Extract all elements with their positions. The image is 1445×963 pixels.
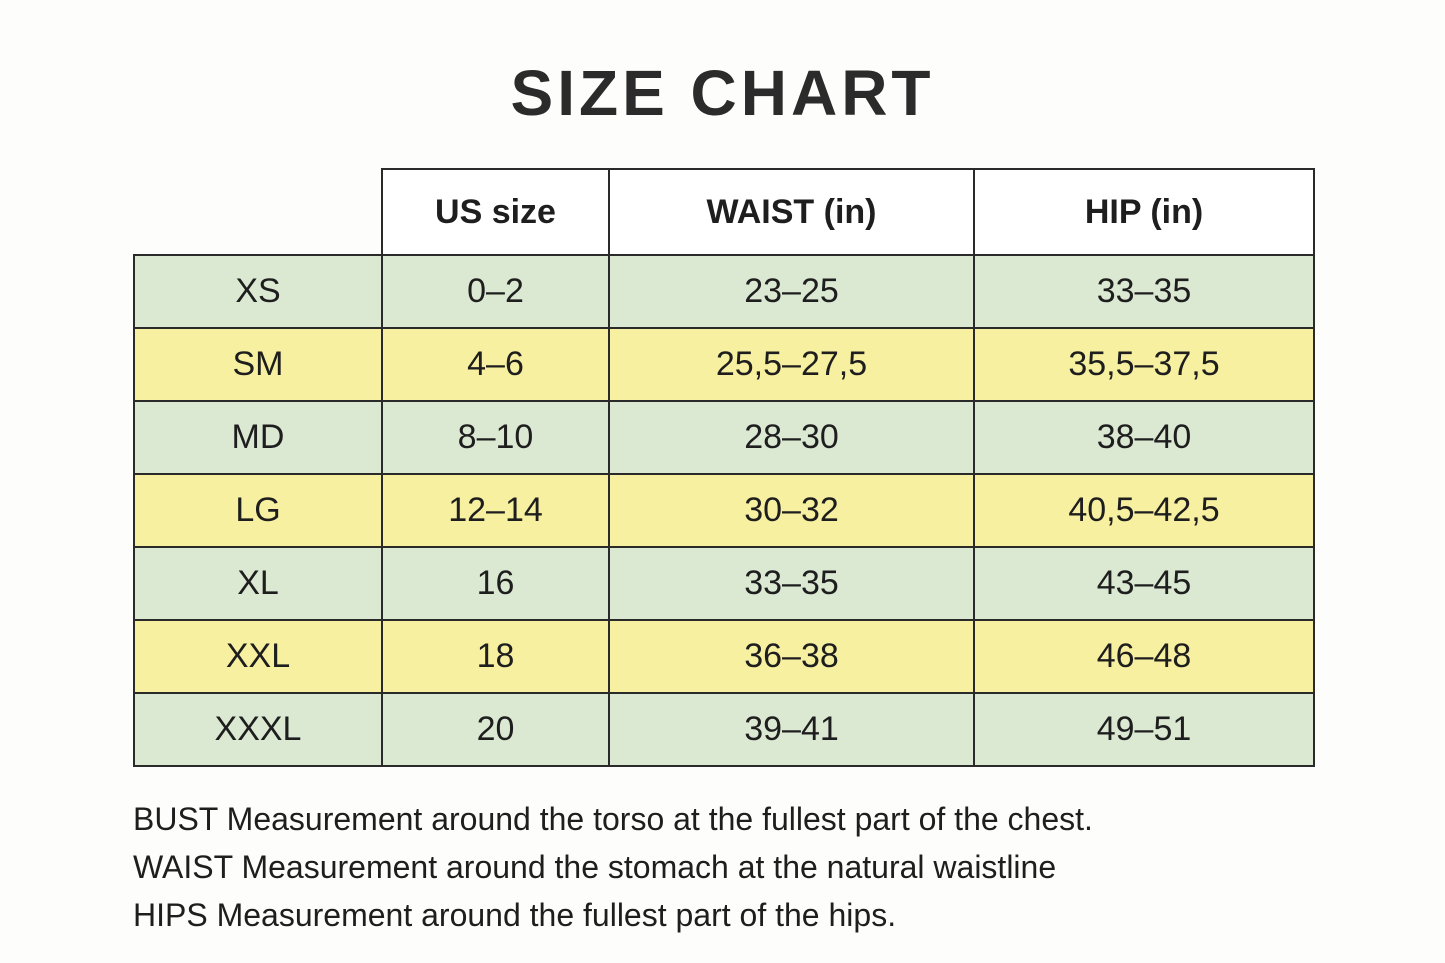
col-header-waist: WAIST (in) xyxy=(608,168,975,257)
table-row-md: MD 8–10 28–30 38–40 xyxy=(133,400,1315,476)
hip-cell: 43–45 xyxy=(973,546,1315,622)
us-size-cell: 8–10 xyxy=(381,400,610,476)
hip-cell: 38–40 xyxy=(973,400,1315,476)
us-size-cell: 12–14 xyxy=(381,473,610,549)
note-hips: HIPS Measurement around the fullest part… xyxy=(133,897,897,934)
waist-cell: 33–35 xyxy=(608,546,975,622)
col-header-us-size: US size xyxy=(381,168,610,257)
hip-cell: 33–35 xyxy=(973,254,1315,330)
note-bust: BUST Measurement around the torso at the… xyxy=(133,801,1093,838)
header-row: US size WAIST (in) HIP (in) xyxy=(134,168,1315,257)
waist-cell: 23–25 xyxy=(608,254,975,330)
us-size-cell: 20 xyxy=(381,692,610,768)
waist-cell: 30–32 xyxy=(608,473,975,549)
hip-cell: 46–48 xyxy=(973,619,1315,695)
hip-cell: 35,5–37,5 xyxy=(973,327,1315,403)
table-row-sm: SM 4–6 25,5–27,5 35,5–37,5 xyxy=(133,327,1315,403)
empty-header-cell xyxy=(134,169,382,255)
waist-cell: 25,5–27,5 xyxy=(608,327,975,403)
measurement-notes: BUST Measurement around the torso at the… xyxy=(133,795,1313,939)
waist-cell: 28–30 xyxy=(608,400,975,476)
table-row-xxxl: XXXL 20 39–41 49–51 xyxy=(133,692,1315,768)
us-size-cell: 4–6 xyxy=(381,327,610,403)
size-label-cell: LG xyxy=(133,473,383,549)
table-row-xxl: XXL 18 36–38 46–48 xyxy=(133,619,1315,695)
hip-cell: 40,5–42,5 xyxy=(973,473,1315,549)
table-row-xs: XS 0–2 23–25 33–35 xyxy=(133,254,1315,330)
size-label-cell: XXXL xyxy=(133,692,383,768)
us-size-cell: 16 xyxy=(381,546,610,622)
size-chart-table: US size WAIST (in) HIP (in) XS 0–2 23–25… xyxy=(133,168,1315,768)
size-label-cell: XXL xyxy=(133,619,383,695)
us-size-cell: 0–2 xyxy=(381,254,610,330)
us-size-cell: 18 xyxy=(381,619,610,695)
size-label-cell: SM xyxy=(133,327,383,403)
note-waist: WAIST Measurement around the stomach at … xyxy=(133,849,1057,886)
table-row-lg: LG 12–14 30–32 40,5–42,5 xyxy=(133,473,1315,549)
page-title: SIZE CHART xyxy=(510,57,935,129)
hip-cell: 49–51 xyxy=(973,692,1315,768)
size-label-cell: XL xyxy=(133,546,383,622)
table-row-xl: XL 16 33–35 43–45 xyxy=(133,546,1315,622)
waist-cell: 39–41 xyxy=(608,692,975,768)
size-label-cell: XS xyxy=(133,254,383,330)
size-label-cell: MD xyxy=(133,400,383,476)
size-chart-page: SIZE CHART US size WAIST (in) HIP (in) X… xyxy=(133,57,1315,939)
col-header-hip: HIP (in) xyxy=(973,168,1315,257)
waist-cell: 36–38 xyxy=(608,619,975,695)
